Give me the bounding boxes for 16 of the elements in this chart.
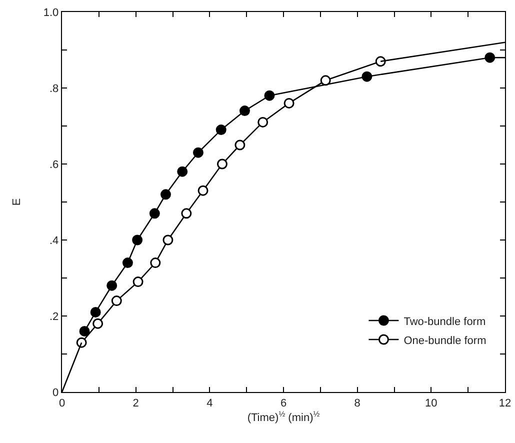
x-tick-label: 8 xyxy=(354,397,360,410)
x-tick-label: 6 xyxy=(280,397,287,410)
y-tick-label: .2 xyxy=(49,310,59,323)
y-tick-label: 0 xyxy=(52,386,59,399)
y-tick-label: 1.0 xyxy=(43,6,59,19)
legend-label: One-bundle form xyxy=(404,334,486,347)
x-axis-title: (Time)$^{½}$ (min)$^{½}$ xyxy=(247,409,320,424)
y-tick-label: .8 xyxy=(49,82,59,95)
legend-label: Two-bundle form xyxy=(404,316,486,328)
x-tick-label: 2 xyxy=(132,397,139,410)
x-tick-label: 10 xyxy=(425,397,438,410)
x-tick-label: 12 xyxy=(498,397,512,410)
y-tick-label: .4 xyxy=(49,234,59,247)
y-tick-label: .6 xyxy=(49,158,59,171)
y-axis-title: E xyxy=(11,198,24,206)
x-tick-label: 4 xyxy=(206,397,213,410)
